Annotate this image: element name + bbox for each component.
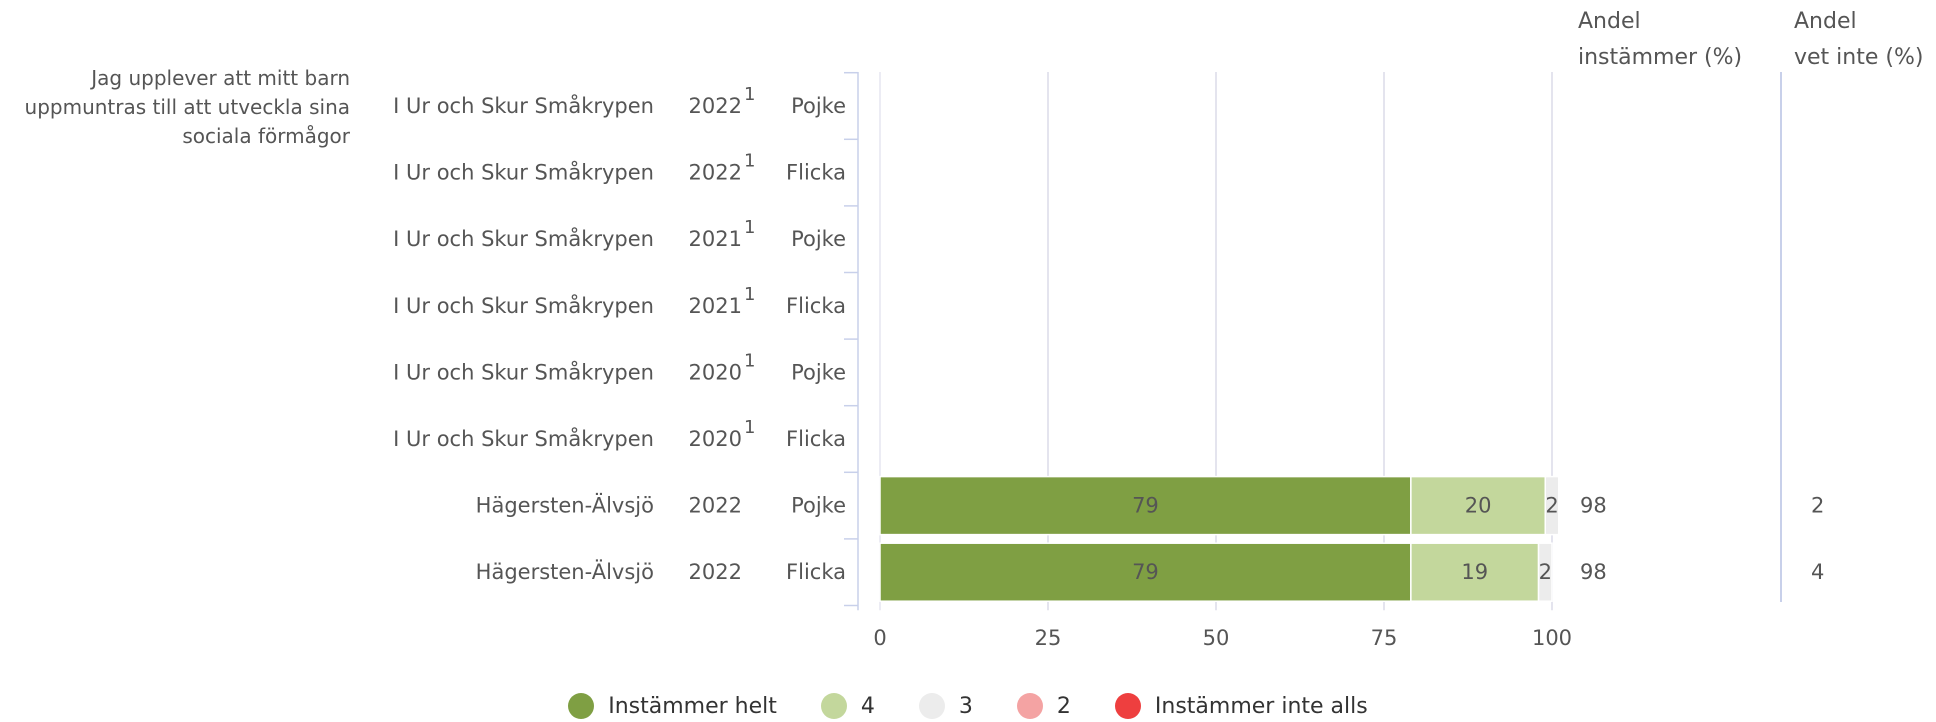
bar-segment xyxy=(1544,475,1560,536)
share-agree-value: 98 xyxy=(1580,494,1607,518)
legend: Instämmer helt 4 3 2 Instämmer inte alls xyxy=(0,690,1936,722)
bar-segment-label: 79 xyxy=(1132,560,1159,584)
column-headers: Andel instämmer (%) Andel vet inte (%) xyxy=(1578,9,1923,70)
bar-segment-label: 2 xyxy=(1545,494,1558,518)
bar-segment-label: 20 xyxy=(1465,494,1492,518)
row-unit-label: I Ur och Skur Småkrypen xyxy=(393,93,654,118)
legend-label: 4 xyxy=(860,693,875,719)
row-year-label: 2022 xyxy=(689,94,742,118)
stacked-bar-chart: Jag upplever att mitt barn uppmuntras til… xyxy=(25,9,1924,650)
question-label: Jag upplever att mitt barn uppmuntras til… xyxy=(25,66,351,148)
legend-label: Instämmer inte alls xyxy=(1154,693,1368,719)
x-tick-label: 50 xyxy=(1203,626,1230,650)
legend-item: 2 xyxy=(1016,693,1071,719)
row-footnote: 1 xyxy=(744,350,755,371)
row-footnote: 1 xyxy=(744,417,755,438)
legend-item: Instämmer inte alls xyxy=(1114,693,1368,719)
x-tick-label: 75 xyxy=(1371,626,1398,650)
header-share-dont-know: vet inte (%) xyxy=(1794,45,1923,70)
row-gender-label: Flicka xyxy=(786,294,846,318)
x-tick-label: 100 xyxy=(1532,626,1572,650)
legend-swatch xyxy=(568,693,595,719)
row-footnote: 1 xyxy=(744,151,755,172)
row-footnote: 1 xyxy=(744,284,755,305)
bar-segment xyxy=(1410,475,1547,536)
header-share-agree: instämmer (%) xyxy=(1578,45,1742,70)
header-share-dont-know: Andel xyxy=(1794,9,1857,34)
question-line: uppmuntras till att utveckla sina xyxy=(25,95,350,119)
bars: 79 20 2 79 19 2 xyxy=(879,475,1560,602)
row-unit-label: I Ur och Skur Småkrypen xyxy=(393,293,654,318)
row-gender-label: Flicka xyxy=(786,161,846,185)
legend-item: 4 xyxy=(820,693,875,719)
row-gender-label: Pojke xyxy=(791,94,846,118)
side-values: 98 2 98 4 xyxy=(1580,494,1824,585)
row-year-label: 2021 xyxy=(689,227,742,251)
row-unit-label: Hägersten-Älvsjö xyxy=(476,559,654,584)
bar-segment xyxy=(1537,542,1553,602)
legend-swatch xyxy=(1016,693,1043,719)
row-year-label: 2020 xyxy=(689,360,742,384)
share-dont-know-value: 2 xyxy=(1811,494,1824,518)
bar-segment-label: 79 xyxy=(1132,494,1159,518)
share-dont-know-value: 4 xyxy=(1811,560,1824,584)
header-share-agree: Andel xyxy=(1578,9,1641,34)
row-gender-label: Flicka xyxy=(786,560,846,584)
row-year-label: 2022 xyxy=(689,494,742,518)
row-year-label: 2020 xyxy=(689,427,742,451)
x-tick-label: 25 xyxy=(1035,626,1062,650)
legend-label: Instämmer helt xyxy=(608,693,777,719)
row-unit-label: I Ur och Skur Småkrypen xyxy=(393,359,654,384)
x-axis-ticks: 0 25 50 75 100 xyxy=(873,626,1572,650)
row-gender-label: Flicka xyxy=(786,427,846,451)
row-year-label: 2021 xyxy=(689,294,742,318)
row-unit-label: Hägersten-Älvsjö xyxy=(476,493,654,518)
legend-swatch xyxy=(1114,693,1141,719)
question-line: sociala förmågor xyxy=(182,124,350,148)
share-agree-value: 98 xyxy=(1580,560,1607,584)
row-footnote: 1 xyxy=(744,217,755,238)
gridlines xyxy=(844,71,1782,611)
legend-label: 3 xyxy=(958,693,973,719)
bar-segment-label: 19 xyxy=(1461,560,1488,584)
row-gender-label: Pojke xyxy=(791,227,846,251)
legend-swatch xyxy=(820,693,847,719)
legend-item: Instämmer helt xyxy=(568,693,777,719)
bar-segment-label: 2 xyxy=(1539,560,1552,584)
row-footnote: 1 xyxy=(744,84,755,105)
x-tick-label: 0 xyxy=(873,626,886,650)
row-gender-label: Pojke xyxy=(791,494,846,518)
bar-segment xyxy=(879,475,1412,536)
row-year-label: 2022 xyxy=(689,560,742,584)
bar-segment xyxy=(879,542,1412,602)
row-unit-label: I Ur och Skur Småkrypen xyxy=(393,160,654,185)
legend-item: 3 xyxy=(918,693,973,719)
bar-segment xyxy=(1410,542,1540,602)
legend-swatch xyxy=(918,693,945,719)
row-year-label: 2022 xyxy=(689,161,742,185)
row-unit-label: I Ur och Skur Småkrypen xyxy=(393,426,654,451)
question-line: Jag upplever att mitt barn xyxy=(89,66,350,90)
row-gender-label: Pojke xyxy=(791,360,846,384)
legend-label: 2 xyxy=(1056,693,1071,719)
row-unit-label: I Ur och Skur Småkrypen xyxy=(393,226,654,251)
